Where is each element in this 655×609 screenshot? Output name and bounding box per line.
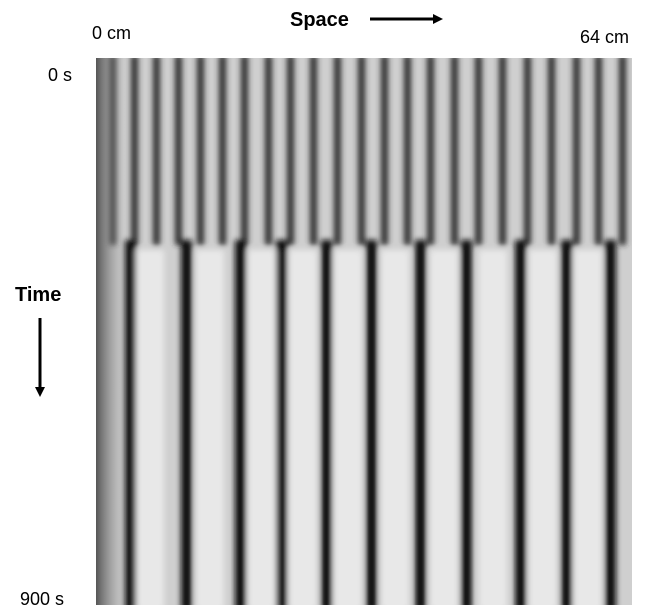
stripe: [515, 240, 526, 605]
stripe: [248, 250, 276, 605]
stripe: [310, 58, 317, 245]
stripe: [561, 240, 572, 605]
stripe: [595, 58, 602, 245]
space-start-label: 0 cm: [92, 23, 131, 43]
stripe: [289, 250, 317, 605]
stripe: [548, 58, 555, 245]
stripe: [219, 58, 226, 245]
stripe: [499, 58, 506, 245]
stripe: [529, 250, 557, 605]
stripe: [475, 58, 482, 245]
stripe: [287, 58, 294, 245]
stripe: [181, 240, 192, 605]
stripe: [196, 250, 224, 605]
stripe: [415, 240, 426, 605]
stripes: [109, 58, 626, 605]
stripe: [334, 250, 362, 605]
stripe: [427, 58, 434, 245]
stripe: [276, 240, 287, 605]
stripe: [366, 240, 377, 605]
time-start-label: 0 s: [48, 65, 72, 85]
stripe: [574, 250, 602, 605]
stripe: [619, 58, 626, 245]
stripe: [131, 58, 138, 245]
stripe: [241, 58, 248, 245]
stripe: [479, 250, 507, 605]
stripe: [358, 58, 365, 245]
stripe: [235, 240, 246, 605]
space-end-label: 64 cm: [580, 27, 629, 47]
stripe: [461, 240, 472, 605]
stripe: [197, 58, 204, 245]
stripe: [451, 58, 458, 245]
stripe: [404, 58, 411, 245]
stripe: [381, 58, 388, 245]
stripe: [605, 240, 616, 605]
stripe: [265, 58, 272, 245]
stripe: [125, 240, 136, 605]
stripe: [321, 240, 332, 605]
stripe: [381, 250, 409, 605]
stripe: [153, 58, 160, 245]
stripe: [175, 58, 182, 245]
stripe: [430, 250, 458, 605]
stripe: [136, 250, 164, 605]
stripe: [573, 58, 580, 245]
stripe: [524, 58, 531, 245]
time-end-label: 900 s: [20, 589, 64, 609]
image-edge: [96, 58, 126, 605]
stripe: [334, 58, 341, 245]
time-title: Time: [15, 284, 61, 306]
space-title: Space: [290, 9, 349, 31]
space-time-image: [96, 58, 632, 605]
